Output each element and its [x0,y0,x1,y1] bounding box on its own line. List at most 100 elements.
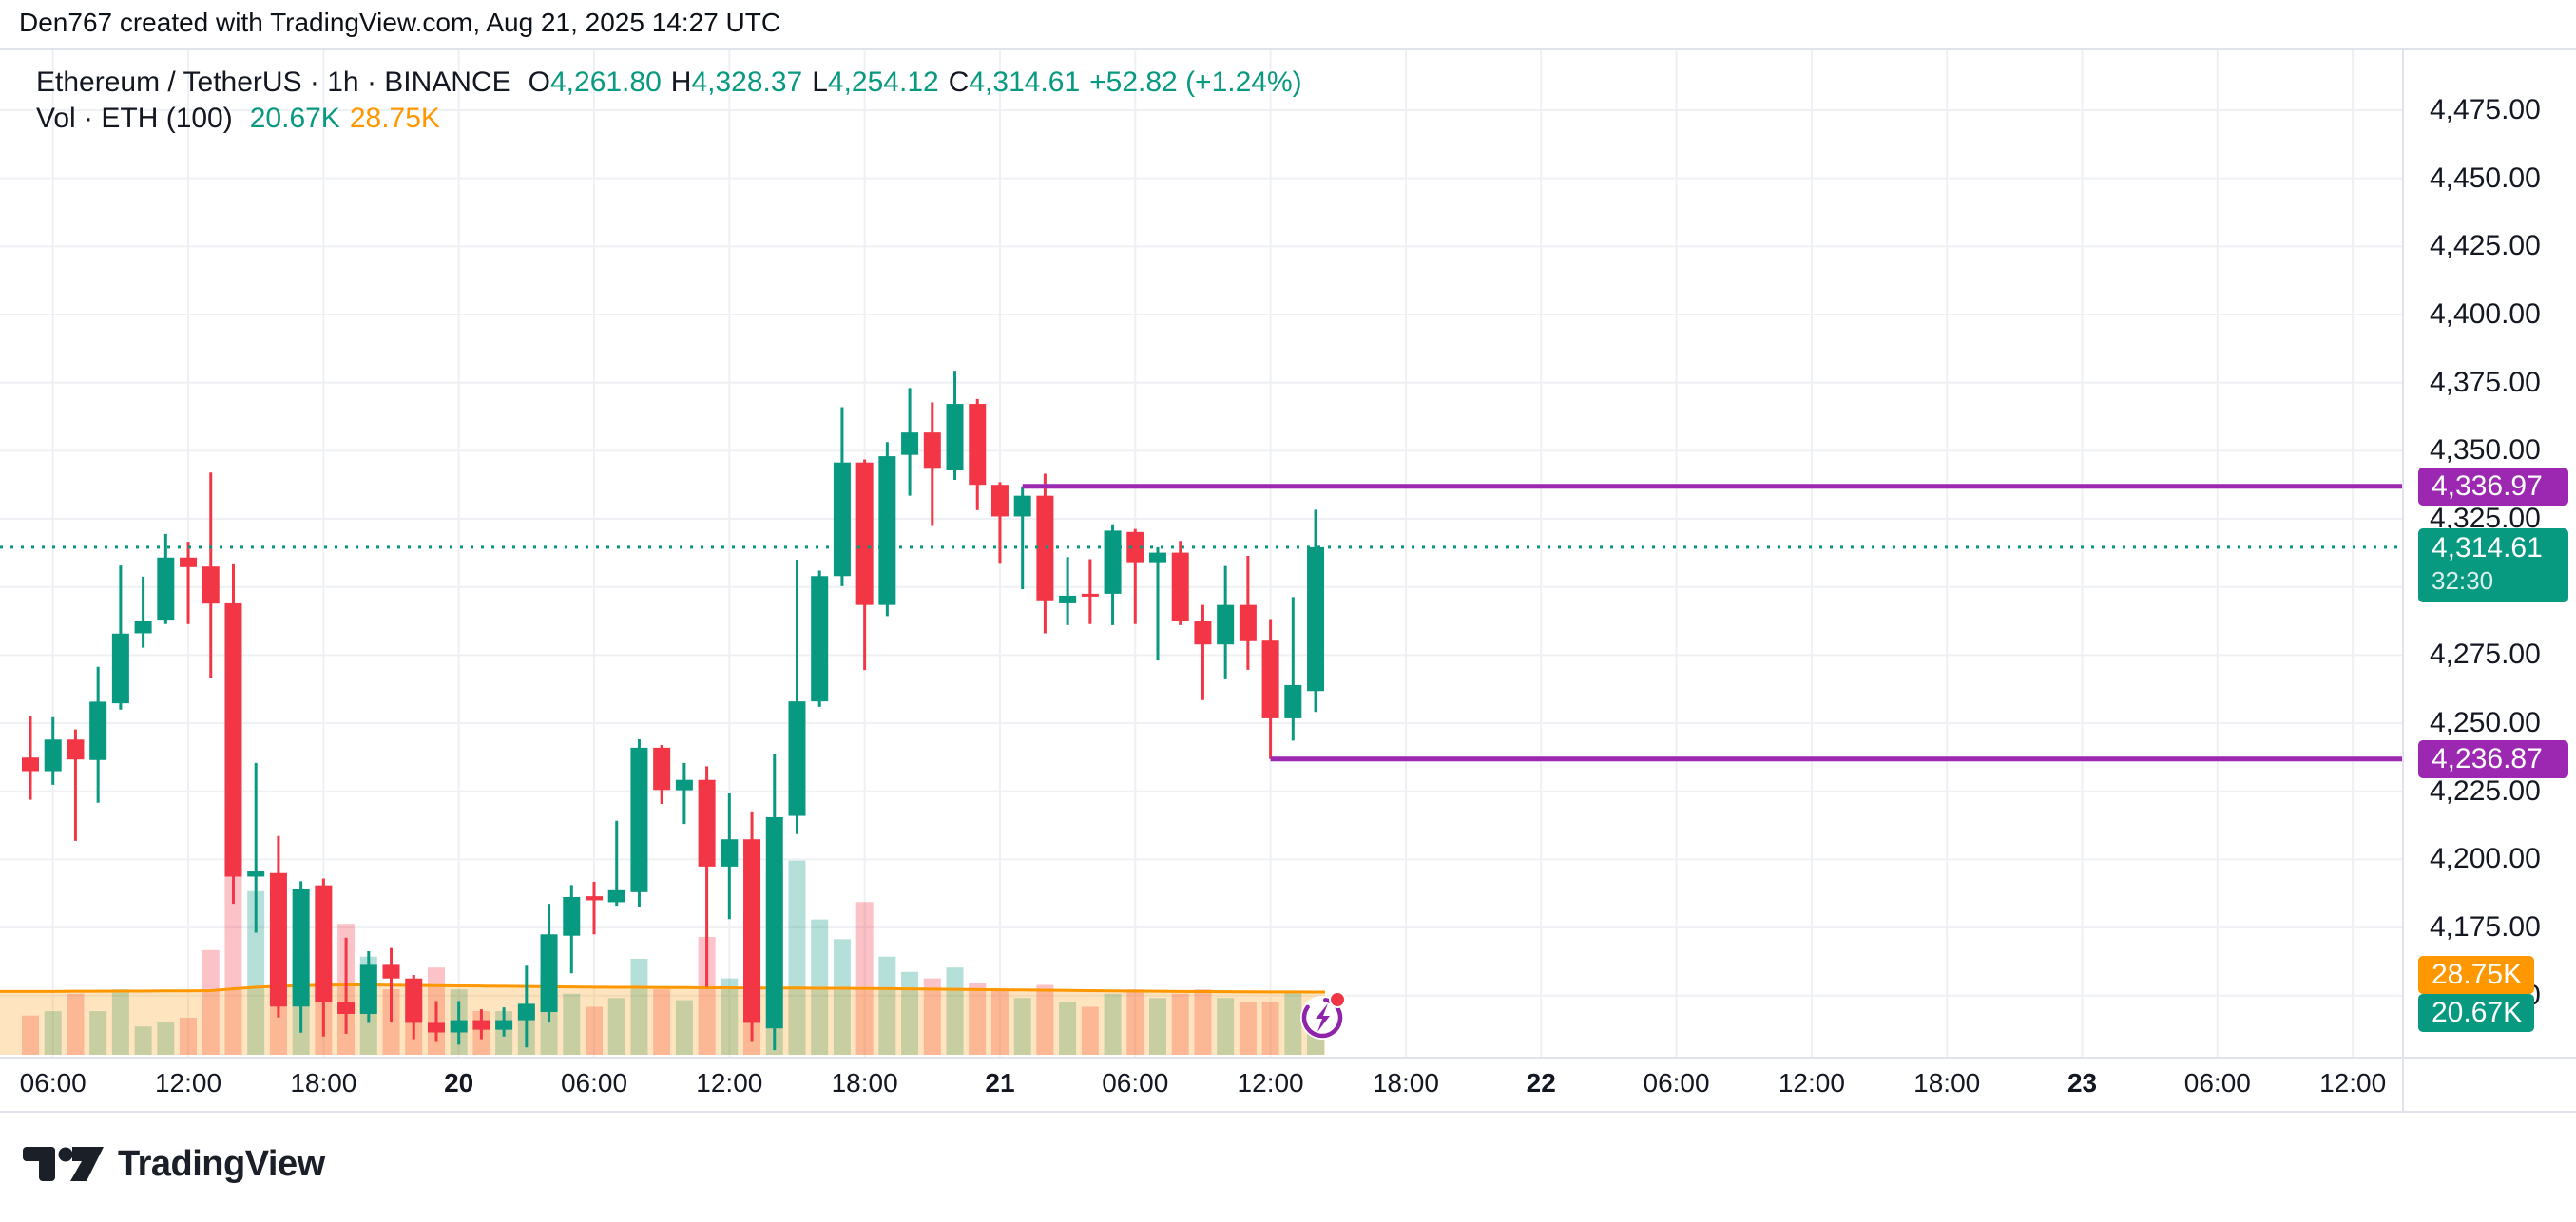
volume-bar [653,989,671,1055]
candle[interactable] [990,482,1009,564]
ohlc-value: 4,261.80 [549,67,662,98]
candle[interactable] [721,793,739,920]
candle-body [1036,495,1054,601]
candle[interactable] [67,729,85,841]
candle[interactable] [427,1001,445,1042]
volume-bar [157,1022,175,1055]
candle-body [698,779,716,867]
candle[interactable] [1013,486,1031,590]
candle[interactable] [22,716,39,800]
candle[interactable] [1149,546,1166,661]
ohlc-key: C [948,67,970,98]
tradingview-logo[interactable]: TradingView [23,1144,325,1185]
candle[interactable] [157,533,175,624]
candles-series [22,371,1325,1051]
candle[interactable] [878,442,896,617]
time-scale-label: 23 [2067,1068,2098,1098]
time-scale-label: 18:00 [1372,1068,1439,1098]
candle[interactable] [517,965,535,1048]
candle-body [1239,604,1257,641]
candle[interactable] [1194,604,1212,700]
candle[interactable] [1217,565,1235,679]
candle[interactable] [1036,473,1054,634]
candle[interactable] [337,937,356,1034]
volume-bar [1104,993,1122,1055]
candle[interactable] [811,570,829,707]
candle-body [44,739,62,772]
candle-body [1059,595,1077,603]
candle[interactable] [563,885,581,974]
candle[interactable] [630,738,648,907]
candle[interactable] [1239,556,1257,670]
candle[interactable] [405,974,423,1040]
candle[interactable] [675,762,693,825]
candle-body [1284,684,1302,718]
candle-body [89,701,107,760]
price-scale-tick: 4,275.00 [2430,639,2541,671]
notification-dot [1329,991,1346,1008]
candle[interactable] [946,371,964,481]
candle[interactable] [1307,509,1325,713]
candle-body [1261,640,1279,718]
volume-bar [1261,1002,1279,1055]
volume-bar [1036,984,1054,1055]
candle[interactable] [134,576,152,648]
candle[interactable] [382,947,400,1023]
candle[interactable] [1126,528,1144,624]
candle[interactable] [969,398,987,510]
volume-bar [1059,1002,1077,1055]
volume-legend[interactable]: Vol · ETH (100) 20.67K 28.75K [36,103,440,135]
candle[interactable] [923,402,941,526]
candle[interactable] [269,835,287,1018]
candle[interactable] [202,472,220,678]
candle-body [337,1002,356,1014]
candle[interactable] [698,766,716,987]
candle[interactable] [472,1009,490,1040]
time-scale-label: 22 [1526,1068,1556,1098]
candle[interactable] [89,666,107,803]
symbol-title: Ethereum / TetherUS · 1h · BINANCE [36,67,511,98]
ray-high-price-label: 4,336.97 [2418,467,2568,506]
volume-bar [67,993,85,1055]
time-scale-label: 12:00 [2319,1068,2387,1098]
volume-bar [111,989,129,1055]
candle[interactable] [653,745,671,804]
candle[interactable] [44,716,62,785]
candle[interactable] [180,542,198,624]
candle[interactable] [586,881,603,935]
candle[interactable] [1171,541,1189,625]
volume-legend-label: Vol · ETH (100) [36,103,233,134]
candle[interactable] [788,560,806,834]
candle[interactable] [450,1001,468,1045]
candle[interactable] [111,565,129,710]
candle-body [472,1020,490,1030]
candle[interactable] [247,762,265,933]
symbol-legend[interactable]: Ethereum / TetherUS · 1h · BINANCE O4,261… [36,67,1302,99]
candle[interactable] [1104,524,1122,625]
candle[interactable] [495,1007,513,1037]
candle[interactable] [855,459,874,671]
candle-body [247,871,265,877]
volume-ma-value: 28.75K [349,103,440,134]
candle[interactable] [765,754,783,1051]
price-scale-tick: 4,475.00 [2430,94,2541,125]
candle[interactable] [607,820,625,907]
candle[interactable] [1261,619,1279,759]
attribution-text: Den767 created with TradingView.com, Aug… [19,8,781,37]
candle[interactable] [315,878,333,1037]
volume-bar [969,983,987,1055]
candle[interactable] [743,811,761,1042]
candle[interactable] [833,407,851,586]
candle[interactable] [292,881,310,1033]
candle[interactable] [359,951,377,1023]
candle[interactable] [1081,559,1099,624]
candle-body [405,978,423,1023]
candle[interactable] [1059,557,1077,625]
candle-body [811,576,829,702]
candle[interactable] [224,563,242,905]
candle[interactable] [540,904,558,1023]
flash-event-icon[interactable] [1300,991,1346,1040]
candle[interactable] [901,388,919,496]
candle[interactable] [1284,597,1302,741]
